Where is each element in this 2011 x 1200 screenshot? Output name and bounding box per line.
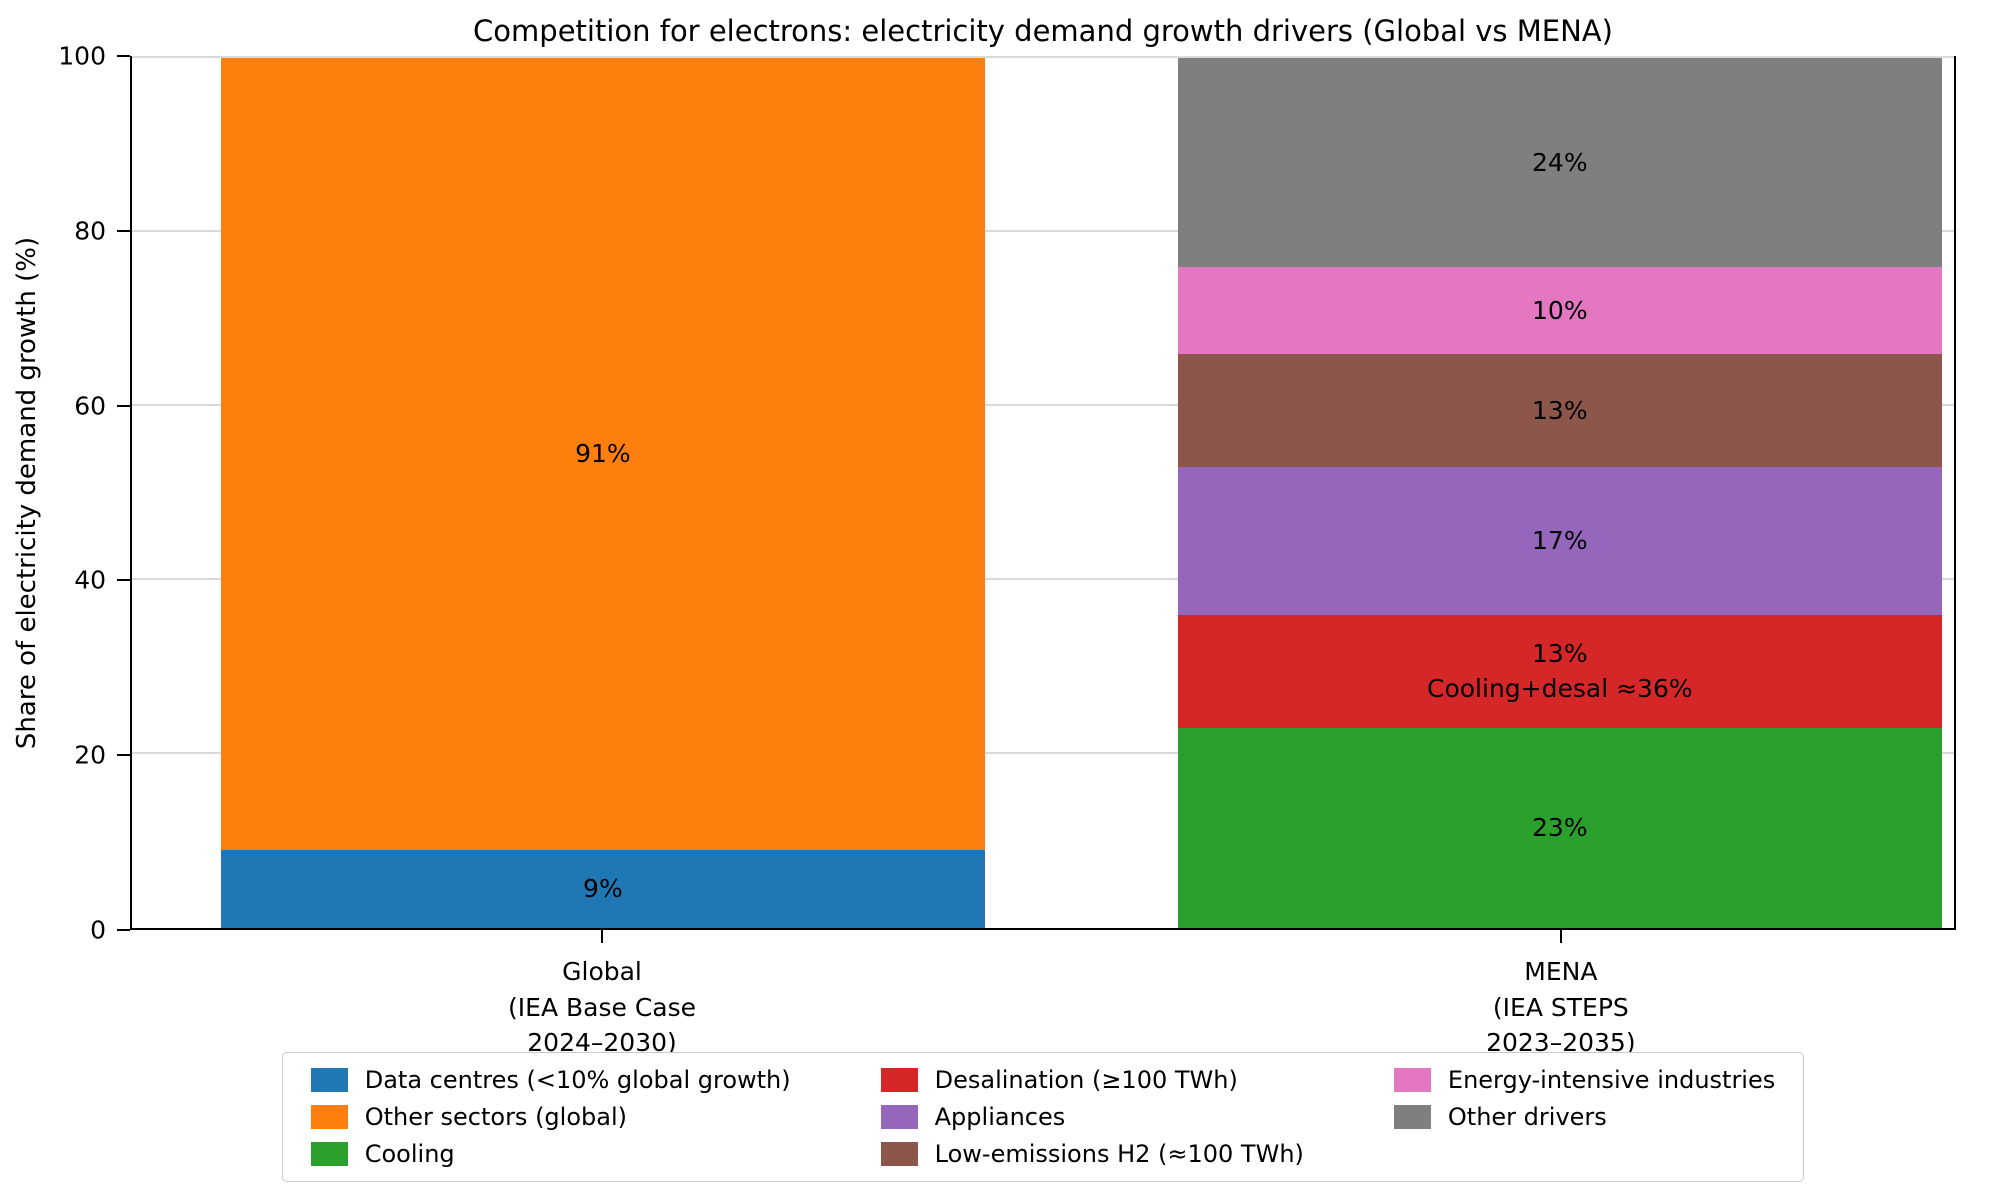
y-axis: 0 20 40 60 80 100 — [0, 42, 130, 945]
y-tick-label: 40 — [74, 565, 106, 595]
legend-item: Low-emissions H2 (≈100 TWh) — [880, 1140, 1304, 1168]
legend-item: Other drivers — [1393, 1103, 1775, 1131]
legend-item: Data centres (<10% global growth) — [310, 1066, 791, 1094]
bar-segment-label: 17% — [1532, 526, 1588, 556]
legend-item: Energy-intensive industries — [1393, 1066, 1776, 1094]
y-tick-label: 0 — [90, 915, 106, 945]
y-tick-label: 20 — [74, 740, 106, 770]
legend-swatch — [310, 1142, 348, 1166]
legend-label: Desalination (≥100 TWh) — [934, 1066, 1238, 1094]
bar-segment: 13% — [1177, 353, 1942, 467]
legend-label: Appliances — [934, 1103, 1066, 1131]
y-tick-mark — [117, 55, 130, 57]
legend-wrap: Data centres (<10% global growth) Other s… — [130, 1052, 1956, 1182]
legend-swatch — [1393, 1068, 1431, 1092]
y-tick-label: 80 — [74, 216, 106, 246]
bar-segment: 91% — [220, 58, 986, 850]
y-tick-mark — [117, 404, 130, 407]
legend-label: Low-emissions H2 (≈100 TWh) — [934, 1140, 1304, 1168]
bar-segment-label: 24% — [1532, 147, 1588, 177]
legend-label: Energy-intensive industries — [1447, 1066, 1776, 1094]
chart-title: Competition for electrons: electricity d… — [473, 14, 1613, 48]
bar-segment: 9% — [220, 849, 986, 928]
legend-item: Desalination (≥100 TWh) — [880, 1066, 1304, 1094]
x-tick-label: MENA (IEA STEPS 2023–2035) — [1486, 957, 1636, 1057]
legend-swatch — [880, 1142, 918, 1166]
y-tick-label: 60 — [74, 391, 106, 421]
bar-segment: 23% — [1177, 727, 1942, 928]
gridline — [132, 404, 1954, 406]
legend-label: Data centres (<10% global growth) — [364, 1066, 791, 1094]
y-tick-mark — [117, 579, 130, 582]
bar-segment-label: 9% — [583, 874, 623, 904]
legend-item: Appliances — [880, 1103, 1304, 1131]
bar-segment-label: 23% — [1532, 813, 1588, 843]
x-axis: Global (IEA Base Case 2024–2030) MENA (IEA S… — [130, 930, 1956, 1065]
bar-segment: 10% — [1177, 266, 1942, 354]
bar-segment-label: 10% — [1532, 295, 1588, 325]
bar: 23% 13% Cooling+desal ≈36% 17% 13% 10% 24% — [1177, 58, 1942, 928]
y-tick-label: 100 — [58, 41, 106, 71]
legend: Data centres (<10% global growth) Other s… — [281, 1052, 1805, 1182]
legend-swatch — [880, 1105, 918, 1129]
legend-label: Cooling — [364, 1140, 455, 1168]
y-tick-mark — [117, 754, 130, 757]
legend-item: Other sectors (global) — [310, 1103, 791, 1131]
legend-swatch — [1393, 1105, 1431, 1129]
bar-segment-label: 13% — [1532, 395, 1588, 425]
bar-segment: 17% — [1177, 466, 1942, 615]
gridline — [132, 752, 1954, 754]
legend-swatch — [310, 1105, 348, 1129]
bar-segment-label: 13% Cooling+desal ≈36% — [1427, 639, 1693, 704]
legend-swatch — [310, 1068, 348, 1092]
gridline — [132, 578, 1954, 580]
y-tick-mark — [117, 229, 130, 232]
y-tick-mark — [117, 929, 130, 931]
x-tick-label: Global (IEA Base Case 2024–2030) — [508, 957, 697, 1057]
plot-area: 9% 91% 23% 13% Cooling+desal ≈36% 17% 13% 10% 24… — [130, 56, 1956, 930]
x-tick-mark — [601, 930, 604, 943]
bar-segment-label: 91% — [575, 439, 631, 469]
bar: 9% 91% — [220, 58, 986, 928]
legend-item: Cooling — [310, 1140, 791, 1168]
gridline — [132, 56, 1954, 58]
legend-label: Other sectors (global) — [364, 1103, 627, 1131]
bar-segment: 24% — [1177, 58, 1942, 267]
bar-segment: 13% Cooling+desal ≈36% — [1177, 614, 1942, 728]
gridline — [132, 230, 1954, 232]
x-tick-mark — [1559, 930, 1562, 943]
legend-swatch — [880, 1068, 918, 1092]
legend-label: Other drivers — [1447, 1103, 1607, 1131]
